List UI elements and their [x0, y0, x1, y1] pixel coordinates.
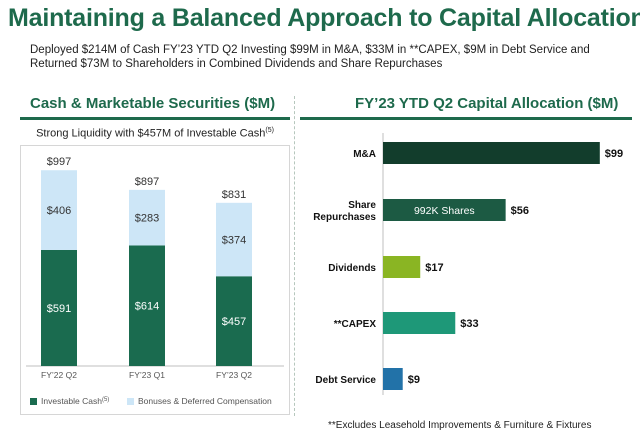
footnote: **Excludes Leasehold Improvements & Furn…: [328, 420, 592, 431]
page-title: Maintaining a Balanced Approach to Capit…: [8, 4, 640, 32]
category-label: Debt Service: [315, 375, 376, 386]
bar-total-label: $831: [222, 189, 246, 201]
investable-cash-bar: [129, 245, 165, 366]
allocation-bar: [383, 199, 506, 221]
category-label: **CAPEX: [334, 319, 377, 330]
bonuses-label: $406: [47, 205, 71, 217]
bonuses-bar: [129, 189, 165, 246]
investable-cash-bar: [41, 249, 77, 366]
category-tick-label: FY’23 Q2: [216, 370, 252, 380]
stacked-chart-frame: [20, 145, 290, 415]
bonuses-label: $374: [222, 235, 246, 247]
bar-total-label: $997: [47, 156, 71, 168]
investable-cash-bar: [216, 276, 252, 366]
legend-swatch: [30, 398, 37, 405]
legend-swatch: [127, 398, 134, 405]
investable-cash-label: $591: [47, 303, 71, 315]
allocation-bar: [383, 368, 403, 390]
allocation-bar: [383, 312, 456, 334]
allocation-bar: [383, 142, 600, 164]
panel-divider: [294, 96, 295, 416]
right-title-rule: [300, 117, 632, 120]
bonuses-label: $283: [135, 213, 159, 225]
legend-label: Investable Cash(5): [41, 396, 109, 406]
category-label: Dividends: [328, 263, 376, 274]
allocation-bar: [383, 256, 421, 278]
legend-label: Bonuses & Deferred Compensation: [138, 396, 272, 406]
category-tick-label: FY’22 Q2: [41, 370, 77, 380]
liquidity-note: Strong Liquidity with $457M of Investabl…: [36, 127, 274, 140]
allocation-value-label: $17: [425, 262, 443, 274]
left-title-rule: [20, 117, 290, 120]
investable-cash-label: $457: [222, 316, 246, 328]
allocation-value-label: $99: [605, 148, 623, 160]
allocation-value-label: $33: [460, 318, 478, 330]
investable-cash-label: $614: [135, 301, 159, 313]
left-chart-title: Cash & Marketable Securities ($M): [30, 95, 276, 112]
category-label: M&A: [353, 149, 376, 160]
right-chart-title: FY’23 YTD Q2 Capital Allocation ($M): [355, 95, 619, 112]
bonuses-bar: [41, 170, 77, 250]
category-label: Repurchases: [313, 212, 376, 223]
allocation-value-label: $56: [511, 205, 529, 217]
page-subtitle: Deployed $214M of Cash FY’23 YTD Q2 Inve…: [30, 44, 590, 70]
allocation-value-label: $9: [408, 374, 420, 386]
bar-annotation-label: 992K Shares: [414, 205, 475, 217]
bonuses-bar: [216, 202, 252, 277]
bar-total-label: $897: [135, 176, 159, 188]
category-label: Share: [348, 200, 376, 211]
category-tick-label: FY’23 Q1: [129, 370, 165, 380]
